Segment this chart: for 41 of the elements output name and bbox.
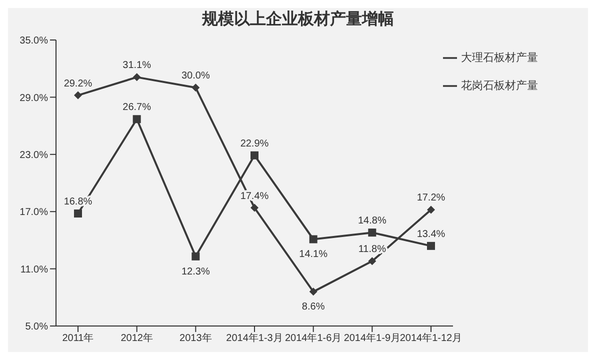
x-tick-label: 2013年 (180, 332, 212, 344)
point (309, 235, 318, 244)
point (309, 288, 318, 296)
point (132, 73, 141, 82)
y-tick-label: 35.0% (20, 36, 48, 47)
chart-title: 规模以上企业板材产量增幅 (200, 9, 395, 30)
point (250, 204, 258, 212)
y-tick-label: 29.0% (20, 92, 48, 104)
data-label: 17.2% (416, 192, 446, 204)
legend-label: 花岗石板材产量 (461, 80, 538, 92)
legend-label: 大理石板材产量 (461, 52, 538, 64)
point (192, 84, 200, 92)
data-label: 29.2% (64, 78, 92, 90)
point (132, 115, 141, 124)
data-label: 12.3% (181, 266, 210, 278)
x-tick-label: 2014年1-6月 (284, 332, 342, 344)
x-tick-label: 2014年1-3月 (226, 332, 283, 344)
point (74, 91, 82, 100)
point (250, 151, 258, 160)
x-tick-label: 2014年1-12月 (400, 332, 462, 344)
data-label: 13.4% (416, 228, 446, 240)
data-label: 14.1% (299, 249, 328, 260)
y-tick-label: 17.0% (20, 207, 48, 218)
y-tick-label: 5.0% (25, 322, 48, 333)
data-label: 30.0% (181, 70, 210, 82)
data-label: 31.1% (122, 60, 152, 72)
x-tick-label: 2014年1-9月 (344, 332, 401, 344)
data-label: 14.8% (358, 216, 386, 227)
point (368, 257, 376, 266)
y-tick-label: 23.0% (20, 150, 48, 161)
point (74, 210, 82, 218)
y-tick-label: 11.0% (20, 264, 48, 276)
data-label: 8.6% (302, 302, 325, 313)
point (427, 242, 435, 250)
x-tick-label: 2012年 (120, 332, 153, 344)
data-label: 26.7% (122, 102, 152, 114)
point (427, 206, 435, 214)
point (192, 252, 200, 260)
x-tick-label: 2011年 (62, 332, 94, 344)
data-label: 22.9% (240, 138, 269, 150)
point (368, 228, 376, 237)
